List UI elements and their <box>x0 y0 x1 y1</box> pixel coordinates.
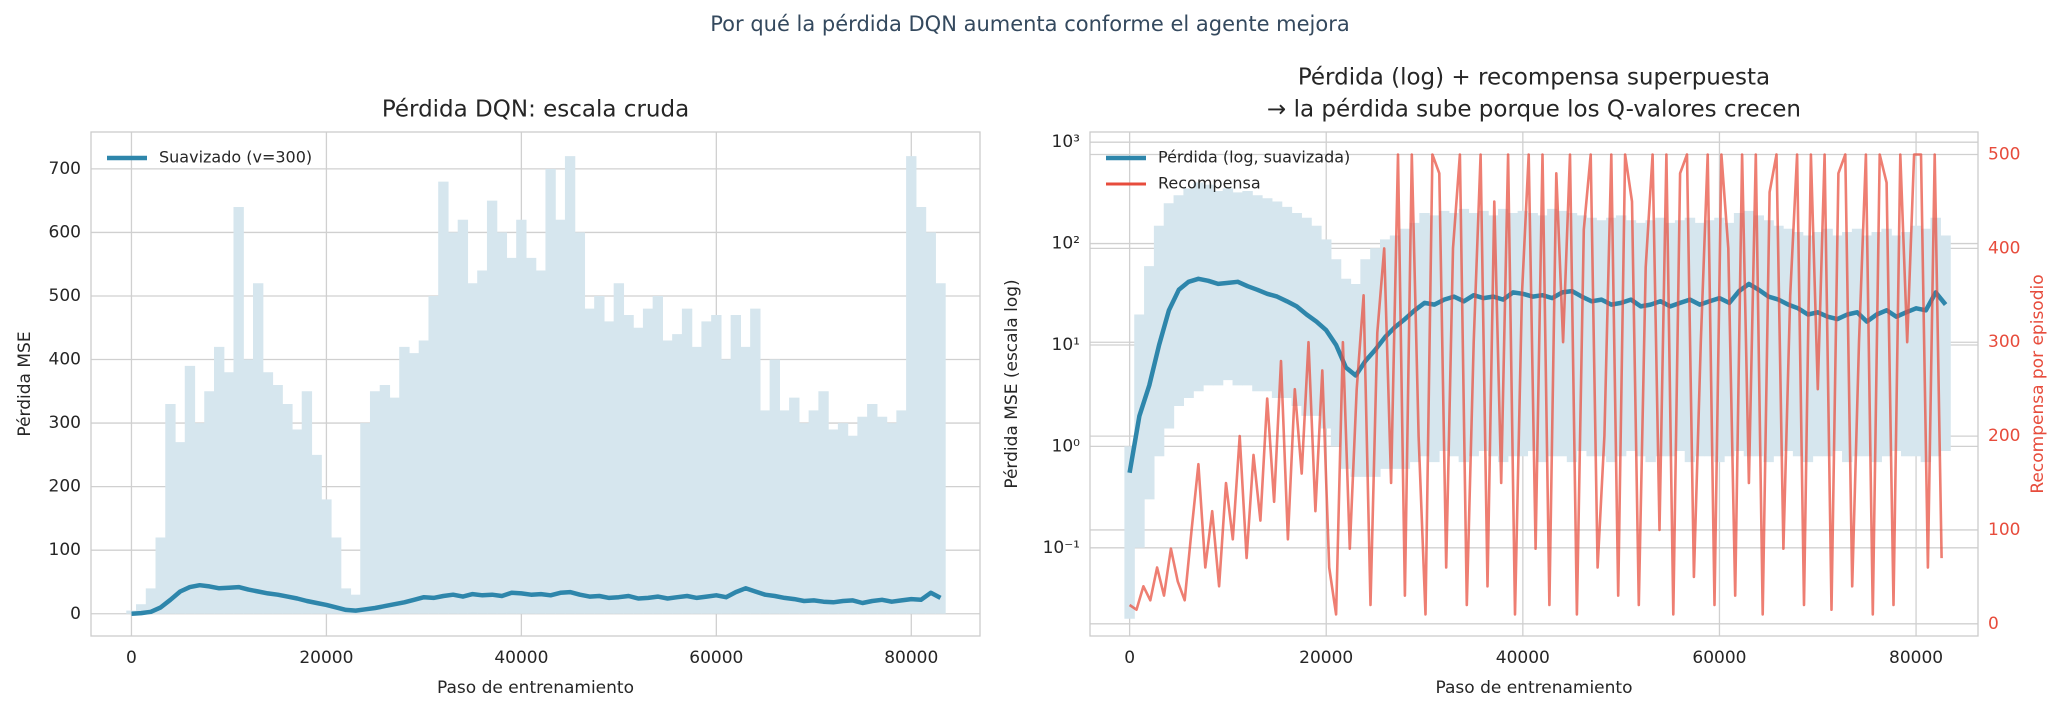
y-tick-label: 400 <box>49 350 81 370</box>
y-tick-label: 10³ <box>1052 132 1080 152</box>
y-tick-label: 500 <box>49 286 81 306</box>
plot-frame <box>90 131 981 637</box>
y-tick-label: 10⁻¹ <box>1043 538 1080 558</box>
y-tick-label: 10¹ <box>1052 335 1080 355</box>
legend-label: Pérdida (log, suavizada) <box>1158 148 1350 167</box>
x-tick-label: 40000 <box>1496 648 1550 668</box>
y2-tick-label: 100 <box>1988 520 2020 540</box>
plot-frame <box>1089 131 1979 637</box>
chart: Pérdida (log) + recompensa superpuesta → … <box>1002 65 2048 699</box>
reward-line <box>1128 153 1943 616</box>
x-tick-label: 80000 <box>884 648 938 668</box>
x-tick-label: 80000 <box>1889 648 1943 668</box>
figure-title: Por qué la pérdida DQN aumenta conforme … <box>710 12 1349 36</box>
x-tick-label: 20000 <box>299 648 353 668</box>
chart-title: → la pérdida sube porque los Q-valores c… <box>1267 97 1801 123</box>
chart-title: Pérdida DQN: escala cruda <box>382 97 689 123</box>
y-tick-label: 600 <box>49 222 81 242</box>
y2-tick-label: 300 <box>1988 332 2020 352</box>
x-tick-label: 0 <box>126 648 137 668</box>
y2-tick-label: 400 <box>1988 238 2020 258</box>
legend-label: Recompensa <box>1158 174 1261 193</box>
x-axis-label: Paso de entrenamiento <box>437 678 634 698</box>
y2-tick-label: 0 <box>1988 614 1999 634</box>
x-tick-label: 40000 <box>494 648 548 668</box>
x-tick-label: 60000 <box>1692 648 1746 668</box>
y-tick-label: 100 <box>49 540 81 560</box>
y-axis-label: Pérdida MSE <box>15 331 35 436</box>
plot-area <box>126 156 946 617</box>
y2-tick-label: 500 <box>1988 145 2020 165</box>
y-tick-label: 700 <box>49 159 81 179</box>
chart: Pérdida DQN: escala cruda 0 100 200 300 400 50… <box>15 97 981 698</box>
smoothed-line <box>131 582 942 617</box>
x-tick-label: 0 <box>1124 648 1135 668</box>
y-axis-label: Pérdida MSE (escala log) <box>1002 279 1022 488</box>
y-tick-label: 10² <box>1052 234 1080 254</box>
y-tick-label: 0 <box>70 604 81 624</box>
y2-axis-label: Recompensa por episodio <box>2028 274 2048 493</box>
y-tick-label: 300 <box>49 413 81 433</box>
x-axis-label: Paso de entrenamiento <box>1436 678 1633 698</box>
y-tick-label: 10⁰ <box>1052 436 1081 456</box>
legend-label: Suavizado (v=300) <box>159 148 312 167</box>
y-tick-label: 200 <box>49 477 81 497</box>
x-tick-label: 60000 <box>689 648 743 668</box>
y2-tick-label: 200 <box>1988 426 2020 446</box>
plot-area <box>1124 153 1951 619</box>
x-tick-label: 20000 <box>1299 648 1353 668</box>
chart-title: Pérdida (log) + recompensa superpuesta <box>1298 65 1770 91</box>
